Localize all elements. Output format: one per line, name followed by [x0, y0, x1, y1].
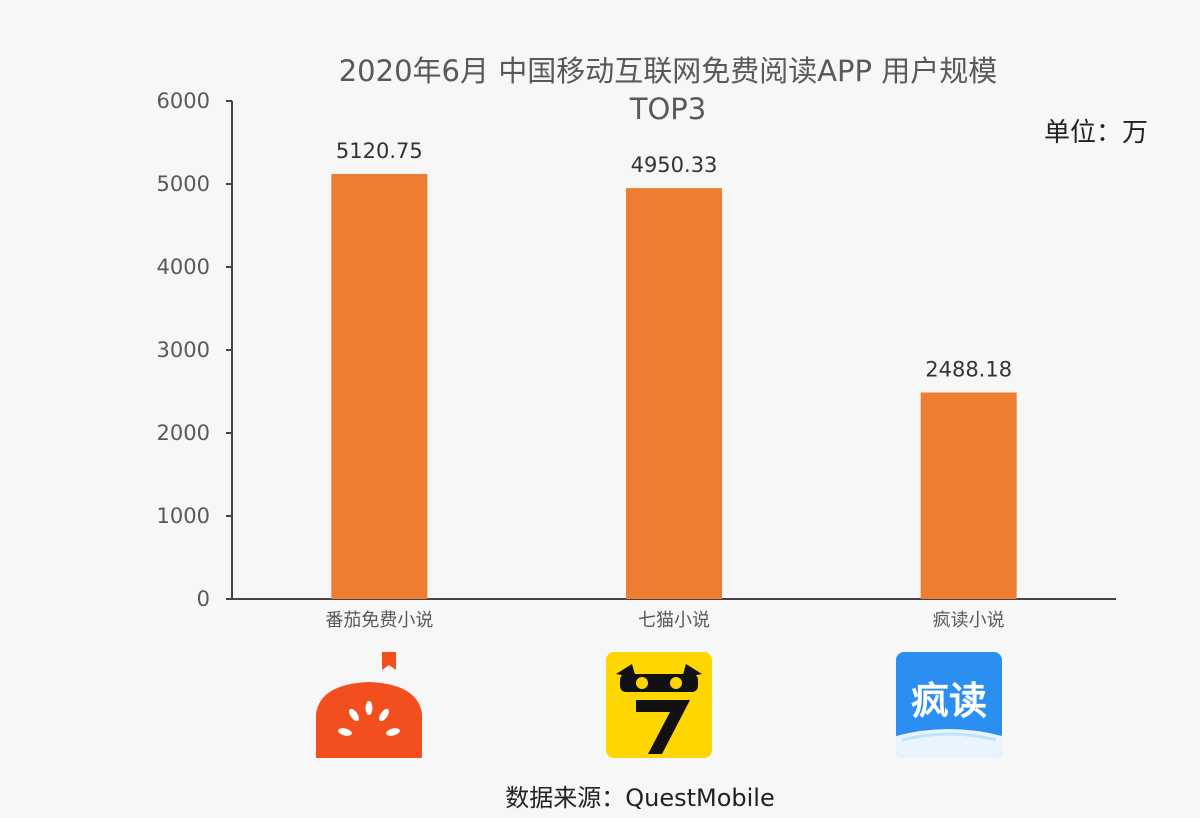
- unit-label: 单位：万: [1043, 118, 1148, 148]
- y-tick-label: 1000: [157, 504, 210, 528]
- chart-title-line-1: 2020年6月 中国移动互联网免费阅读APP 用户规模: [338, 54, 998, 88]
- y-tick-label: 6000: [157, 89, 210, 113]
- svg-text:疯读: 疯读: [911, 679, 987, 723]
- chart-title-line-2: TOP3: [629, 92, 707, 126]
- fengdu-app-icon: 疯读: [896, 652, 1002, 758]
- y-tick-label: 2000: [157, 421, 210, 445]
- y-tick-label: 4000: [157, 255, 210, 279]
- category-label-1: 番茄免费小说: [325, 610, 433, 631]
- y-tick-label: 5000: [157, 172, 210, 196]
- bar-3: [920, 392, 1017, 599]
- data-label-1: 5120.75: [336, 139, 423, 163]
- category-label-2: 七猫小说: [638, 610, 710, 631]
- y-tick-label: 0: [197, 587, 210, 611]
- bar-1: [331, 173, 428, 599]
- data-label-2: 4950.33: [631, 153, 718, 177]
- bar-2: [626, 188, 722, 599]
- y-tick-label: 3000: [157, 338, 210, 362]
- fanqie-app-icon: [316, 652, 422, 758]
- data-source: 数据来源：QuestMobile: [505, 784, 775, 812]
- data-label-3: 2488.18: [925, 357, 1012, 381]
- bar-chart: 0 1000 2000 3000 4000 5000 6000 5120.75 番茄免费小说 49…: [157, 89, 1116, 631]
- qimao-app-icon: [606, 652, 712, 758]
- category-label-3: 疯读小说: [933, 610, 1005, 631]
